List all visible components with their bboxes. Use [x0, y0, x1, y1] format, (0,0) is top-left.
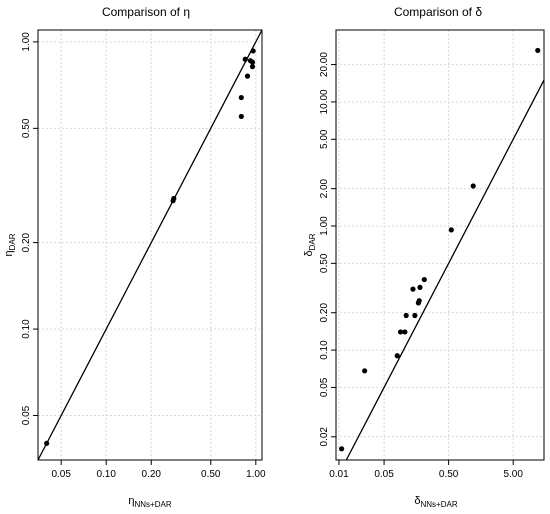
- chart-delta-y-axis-label: δDAR: [303, 233, 317, 256]
- chart-delta-x-tick-label: 5.00: [503, 469, 523, 480]
- chart-delta-y-tick-label: 5.00: [319, 129, 330, 149]
- chart-delta-data-point: [402, 329, 408, 335]
- chart-eta-x-tick-label: 0.20: [142, 469, 162, 480]
- chart-eta-y-tick-label: 1.00: [21, 32, 32, 52]
- chart-delta-data-point: [339, 446, 345, 452]
- chart-eta-data-point: [44, 440, 50, 446]
- chart-delta-x-axis: 0.01 0.05 0.50 5.00: [329, 460, 523, 480]
- chart-delta-y-tick-label: 0.20: [319, 303, 330, 323]
- chart-eta-data-point: [250, 48, 256, 54]
- chart-delta-points: [339, 47, 541, 452]
- chart-delta-y-tick-label: 1.00: [319, 216, 330, 236]
- chart-eta-data-point: [244, 73, 251, 79]
- chart-delta-data-point: [412, 312, 418, 319]
- chart-eta-data-point: [249, 59, 256, 65]
- chart-delta-data-point: [535, 47, 541, 54]
- chart-delta-y-tick-label: 20.00: [319, 52, 330, 77]
- chart-eta-plot-frame: [37, 29, 263, 461]
- chart-delta-x-tick-label: 0.05: [374, 469, 394, 480]
- chart-eta-x-axis-label: ηNNs+DAR: [128, 495, 171, 509]
- chart-delta-data-point: [397, 329, 404, 335]
- chart-delta-y-tick-label: 2.00: [319, 178, 330, 198]
- chart-delta-grid: [336, 30, 544, 460]
- chart-eta-x-axis: 0.05 0.10 0.20 0.50 1.00: [51, 460, 266, 480]
- chart-delta-y-tick-label: 0.02: [319, 427, 330, 447]
- chart-eta-x-tick-label: 0.50: [201, 469, 221, 480]
- chart-eta-data-point: [242, 56, 248, 62]
- chart-eta: Comparison of η 0.05 0.10 0.20 0.50 1.00 0.0…: [3, 5, 266, 509]
- chart-delta-y-tick-label: 0.50: [319, 253, 330, 273]
- chart-delta-x-axis-label: δNNs+DAR: [414, 495, 457, 509]
- chart-eta-data-point: [171, 195, 177, 202]
- chart-eta-data-point: [249, 64, 256, 70]
- chart-delta-data-point: [362, 368, 368, 374]
- chart-delta: Comparison of δ 0.01 0.05 0.50 5.00 0.020.0…: [303, 5, 545, 509]
- chart-delta-x-tick-label: 0.01: [329, 469, 349, 480]
- chart-delta-data-point: [410, 286, 416, 292]
- chart-delta-data-point: [403, 312, 409, 319]
- chart-delta-plot-frame: [335, 29, 545, 461]
- chart-delta-y-tick-label: 10.00: [319, 89, 330, 114]
- chart-delta-y-tick-label: 0.05: [319, 377, 330, 397]
- chart-delta-y-axis: 0.02 0.05 0.10 0.20 0.50 1.00 2.00 5.00 10.00 20.…: [319, 52, 336, 447]
- chart-delta-data-point: [416, 298, 422, 304]
- chart-eta-points: [44, 48, 256, 446]
- chart-eta-y-tick-label: 0.50: [21, 118, 32, 138]
- chart-eta-data-point: [238, 94, 244, 101]
- chart-eta-y-tick-label: 0.20: [21, 232, 32, 252]
- chart-delta-x-tick-label: 0.50: [439, 469, 459, 480]
- chart-delta-title: Comparison of δ: [394, 5, 482, 19]
- chart-eta-y-axis-label: ηDAR: [3, 233, 17, 256]
- chart-eta-x-tick-label: 0.10: [96, 469, 116, 480]
- chart-eta-title: Comparison of η: [102, 5, 190, 19]
- chart-eta-y-axis: 0.05 0.10 0.20 0.50 1.00: [21, 32, 38, 425]
- chart-eta-grid: [38, 30, 262, 460]
- chart-delta-identity-line: [345, 79, 545, 461]
- chart-eta-y-tick-label: 0.10: [21, 319, 32, 339]
- chart-delta-data-point: [421, 276, 427, 283]
- chart-delta-data-point: [417, 284, 423, 290]
- chart-delta-data-point: [470, 183, 476, 189]
- chart-eta-x-tick-label: 0.05: [51, 469, 71, 480]
- chart-eta-x-tick-label: 1.00: [246, 469, 266, 480]
- chart-eta-y-tick-label: 0.05: [21, 405, 32, 425]
- chart-eta-identity-line: [37, 29, 263, 461]
- chart-delta-data-point: [394, 353, 400, 359]
- chart-delta-y-tick-label: 0.10: [319, 340, 330, 360]
- chart-delta-data-point: [448, 227, 454, 233]
- chart-eta-data-point: [238, 113, 244, 120]
